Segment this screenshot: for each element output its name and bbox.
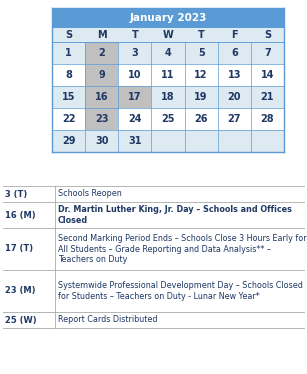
Text: 25 (W): 25 (W) bbox=[5, 316, 37, 325]
Text: 16: 16 bbox=[95, 92, 108, 102]
Text: 16 (M): 16 (M) bbox=[5, 211, 36, 220]
Text: 6: 6 bbox=[231, 48, 238, 58]
Text: 22: 22 bbox=[62, 114, 75, 124]
Text: 27: 27 bbox=[227, 114, 241, 124]
Text: Systemwide Professional Development Day – Schools Closed for Students – Teachers: Systemwide Professional Development Day … bbox=[58, 281, 303, 301]
Bar bbox=[52, 42, 284, 64]
Text: 2: 2 bbox=[98, 48, 105, 58]
Text: 12: 12 bbox=[194, 70, 208, 80]
Text: 11: 11 bbox=[161, 70, 175, 80]
Text: Dr. Martin Luther King, Jr. Day – Schools and Offices Closed: Dr. Martin Luther King, Jr. Day – School… bbox=[58, 205, 292, 225]
Text: 17: 17 bbox=[128, 92, 142, 102]
Text: T: T bbox=[131, 30, 138, 40]
Text: 1: 1 bbox=[65, 48, 72, 58]
Text: T: T bbox=[198, 30, 204, 40]
Text: 19: 19 bbox=[194, 92, 208, 102]
Bar bbox=[85, 86, 118, 108]
Bar bbox=[85, 64, 118, 86]
Text: 23 (M): 23 (M) bbox=[5, 286, 36, 295]
Text: 14: 14 bbox=[261, 70, 274, 80]
Text: Second Marking Period Ends – Schools Close 3 Hours Early for All Students – Grad: Second Marking Period Ends – Schools Clo… bbox=[58, 234, 307, 264]
Text: 29: 29 bbox=[62, 136, 75, 146]
Text: 3: 3 bbox=[131, 48, 138, 58]
Text: 26: 26 bbox=[194, 114, 208, 124]
Text: Schools Reopen: Schools Reopen bbox=[58, 190, 122, 199]
Text: 7: 7 bbox=[264, 48, 271, 58]
Bar bbox=[85, 108, 118, 130]
Text: 31: 31 bbox=[128, 136, 142, 146]
Text: 9: 9 bbox=[98, 70, 105, 80]
Text: 20: 20 bbox=[227, 92, 241, 102]
Text: M: M bbox=[97, 30, 107, 40]
Text: 8: 8 bbox=[65, 70, 72, 80]
Text: 21: 21 bbox=[261, 92, 274, 102]
Text: 10: 10 bbox=[128, 70, 142, 80]
Text: 28: 28 bbox=[261, 114, 274, 124]
Bar bbox=[52, 86, 284, 108]
Text: S: S bbox=[264, 30, 271, 40]
Text: 25: 25 bbox=[161, 114, 175, 124]
Text: W: W bbox=[163, 30, 173, 40]
Text: 13: 13 bbox=[227, 70, 241, 80]
Text: 23: 23 bbox=[95, 114, 108, 124]
Text: F: F bbox=[231, 30, 238, 40]
Bar bbox=[118, 86, 151, 108]
Bar bbox=[52, 64, 284, 86]
Bar bbox=[52, 28, 284, 42]
Text: 24: 24 bbox=[128, 114, 142, 124]
Text: S: S bbox=[65, 30, 72, 40]
Text: 18: 18 bbox=[161, 92, 175, 102]
Bar bbox=[52, 108, 284, 130]
Text: January 2023: January 2023 bbox=[129, 13, 207, 23]
Bar bbox=[52, 8, 284, 28]
Text: 15: 15 bbox=[62, 92, 75, 102]
Bar bbox=[85, 42, 118, 64]
Text: 4: 4 bbox=[165, 48, 171, 58]
Text: 30: 30 bbox=[95, 136, 108, 146]
Text: 17 (T): 17 (T) bbox=[5, 245, 33, 254]
Bar bbox=[52, 130, 284, 152]
Text: 5: 5 bbox=[198, 48, 204, 58]
Text: 3 (T): 3 (T) bbox=[5, 190, 27, 199]
Bar bbox=[52, 8, 284, 152]
Text: Report Cards Distributed: Report Cards Distributed bbox=[58, 316, 157, 325]
